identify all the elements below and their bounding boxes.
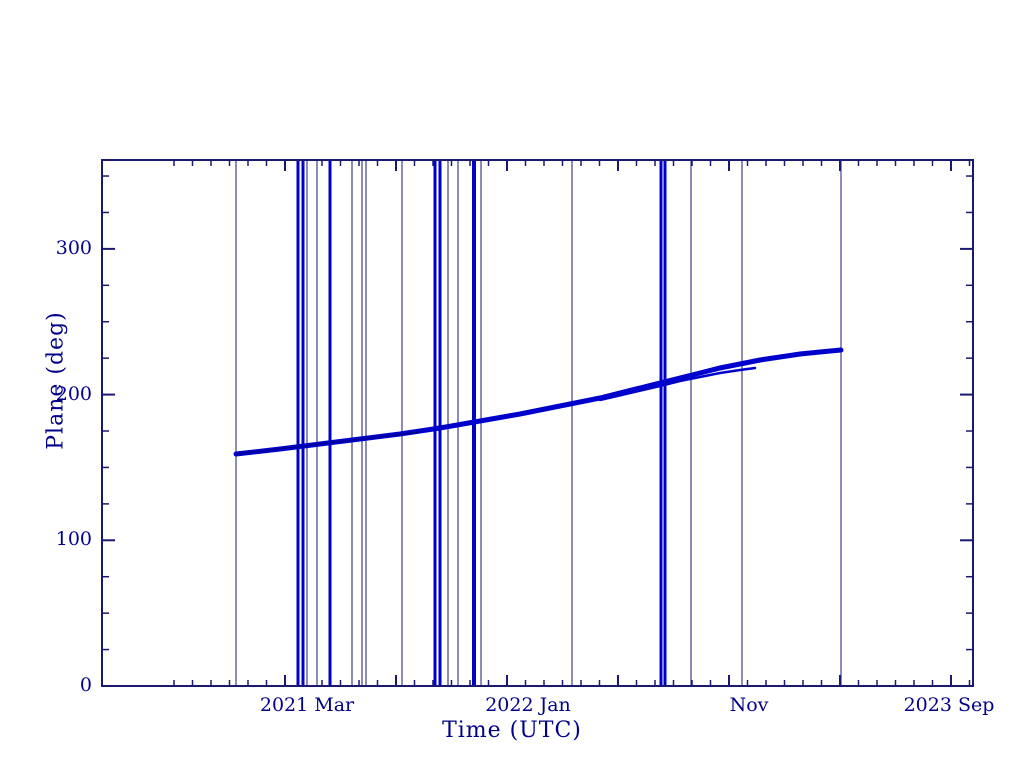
y-tick-label: 200: [55, 382, 92, 405]
y-tick-label: 300: [55, 236, 92, 259]
x-axis-title: Time (UTC): [442, 718, 582, 743]
x-tick-label: 2022 Jan: [485, 694, 571, 716]
plane-angle-curve-tail: [235, 431, 421, 455]
plane-angle-curve-upper: [233, 347, 844, 457]
x-tick-label: Nov: [729, 694, 769, 716]
data-layer: [233, 160, 844, 686]
x-tick-label: 2023 Sep: [903, 694, 995, 716]
plane-angle-curve-lower: [598, 366, 757, 402]
y-tick-label: 100: [55, 528, 92, 551]
y-tick-label: 0: [79, 674, 92, 696]
plot-frame: [101, 159, 974, 687]
x-tick-label: 2021 Mar: [259, 694, 355, 716]
